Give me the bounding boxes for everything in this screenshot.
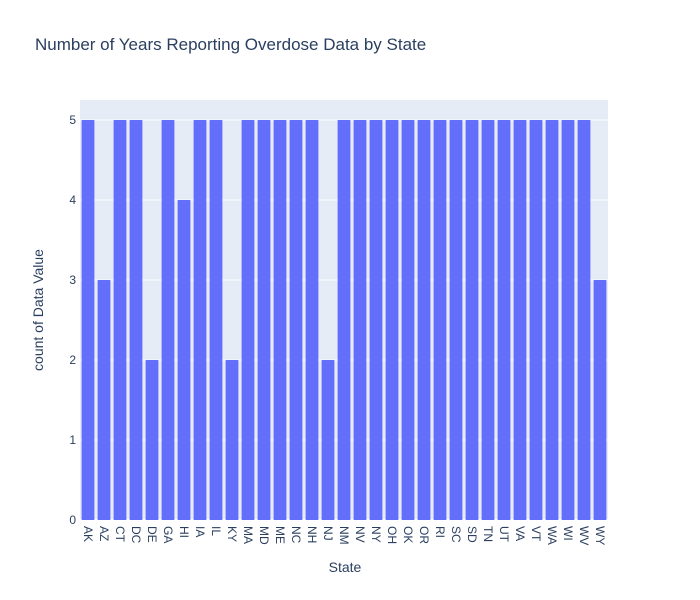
y-tick-label: 3: [69, 273, 76, 287]
bar-nc[interactable]: [289, 120, 303, 520]
bar-ri[interactable]: [433, 120, 447, 520]
bar-va[interactable]: [513, 120, 527, 520]
bar-ok[interactable]: [401, 120, 415, 520]
x-tick-label: WI: [561, 526, 575, 541]
bar-ny[interactable]: [369, 120, 383, 520]
y-tick-labels: 0 1 2 3 4 5: [69, 113, 76, 527]
y-tick-label: 5: [69, 113, 76, 127]
x-tick-label: WY: [593, 526, 607, 545]
x-tick-label: NJ: [321, 526, 335, 541]
x-tick-label: VA: [513, 526, 527, 541]
bar-de[interactable]: [145, 360, 159, 520]
x-tick-label: CT: [113, 526, 127, 543]
bar-vt[interactable]: [529, 120, 543, 520]
x-tick-label: GA: [161, 526, 175, 543]
y-tick-label: 0: [69, 513, 76, 527]
bar-md[interactable]: [257, 120, 271, 520]
x-tick-label: IA: [193, 526, 207, 537]
bar-me[interactable]: [273, 120, 287, 520]
y-tick-label: 2: [69, 353, 76, 367]
x-tick-label: AK: [81, 526, 95, 542]
x-tick-label: WV: [577, 526, 591, 545]
bar-ky[interactable]: [225, 360, 239, 520]
x-tick-label: NH: [305, 526, 319, 543]
x-tick-label: OH: [385, 526, 399, 544]
bar-ct[interactable]: [113, 120, 127, 520]
y-tick-label: 1: [69, 433, 76, 447]
x-tick-label: OR: [417, 526, 431, 544]
bar-ut[interactable]: [497, 120, 511, 520]
x-tick-label: SD: [465, 526, 479, 543]
chart-title: Number of Years Reporting Overdose Data …: [35, 35, 426, 54]
x-tick-label: SC: [449, 526, 463, 543]
bar-wa[interactable]: [545, 120, 559, 520]
x-tick-label: NV: [353, 526, 367, 543]
bar-wv[interactable]: [577, 120, 591, 520]
bar-ga[interactable]: [161, 120, 175, 520]
x-tick-label: KY: [225, 526, 239, 542]
x-tick-label: MA: [241, 526, 255, 544]
x-tick-label: OK: [401, 526, 415, 543]
x-tick-label: ME: [273, 526, 287, 544]
bar-or[interactable]: [417, 120, 431, 520]
x-tick-label: AZ: [97, 526, 111, 541]
bar-sd[interactable]: [465, 120, 479, 520]
x-tick-labels: AK AZ CT DC DE GA HI IA IL KY MA MD ME NC NH NJ NM NV NY OH…: [81, 526, 607, 545]
x-tick-label: DE: [145, 526, 159, 543]
bar-ak[interactable]: [81, 120, 95, 520]
x-tick-label: NC: [289, 526, 303, 544]
bar-sc[interactable]: [449, 120, 463, 520]
x-tick-label: IL: [209, 526, 223, 536]
x-tick-label: WA: [545, 526, 559, 545]
x-tick-label: NY: [369, 526, 383, 543]
bar-nm[interactable]: [337, 120, 351, 520]
bars: [81, 120, 607, 520]
bar-dc[interactable]: [129, 120, 143, 520]
x-axis-title: State: [329, 559, 362, 575]
x-tick-label: UT: [497, 526, 511, 543]
y-tick-label: 4: [69, 193, 76, 207]
bar-nv[interactable]: [353, 120, 367, 520]
y-axis-title: count of Data Value: [30, 249, 46, 371]
bar-wi[interactable]: [561, 120, 575, 520]
bar-nj[interactable]: [321, 360, 335, 520]
bar-il[interactable]: [209, 120, 223, 520]
bar-hi[interactable]: [177, 200, 191, 520]
x-tick-label: HI: [177, 526, 191, 538]
bar-az[interactable]: [97, 280, 111, 520]
bar-oh[interactable]: [385, 120, 399, 520]
x-tick-label: MD: [257, 526, 271, 545]
bar-nh[interactable]: [305, 120, 319, 520]
x-tick-label: DC: [129, 526, 143, 544]
bar-wy[interactable]: [593, 280, 607, 520]
x-tick-label: RI: [433, 526, 447, 538]
bar-tn[interactable]: [481, 120, 495, 520]
x-tick-label: VT: [529, 526, 543, 542]
bar-ia[interactable]: [193, 120, 207, 520]
x-tick-label: NM: [337, 526, 351, 545]
x-tick-label: TN: [481, 526, 495, 542]
bar-ma[interactable]: [241, 120, 255, 520]
